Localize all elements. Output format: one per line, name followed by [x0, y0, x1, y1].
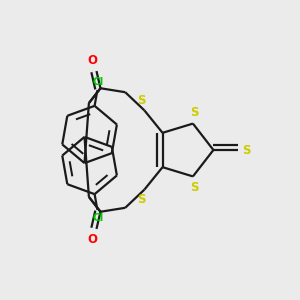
Text: S: S	[137, 94, 145, 107]
Text: O: O	[88, 54, 98, 67]
Text: S: S	[137, 193, 145, 206]
Text: S: S	[190, 106, 199, 119]
Text: S: S	[190, 181, 199, 194]
Text: O: O	[88, 233, 98, 246]
Text: Cl: Cl	[92, 213, 104, 223]
Text: S: S	[242, 143, 250, 157]
Text: Cl: Cl	[92, 77, 104, 87]
